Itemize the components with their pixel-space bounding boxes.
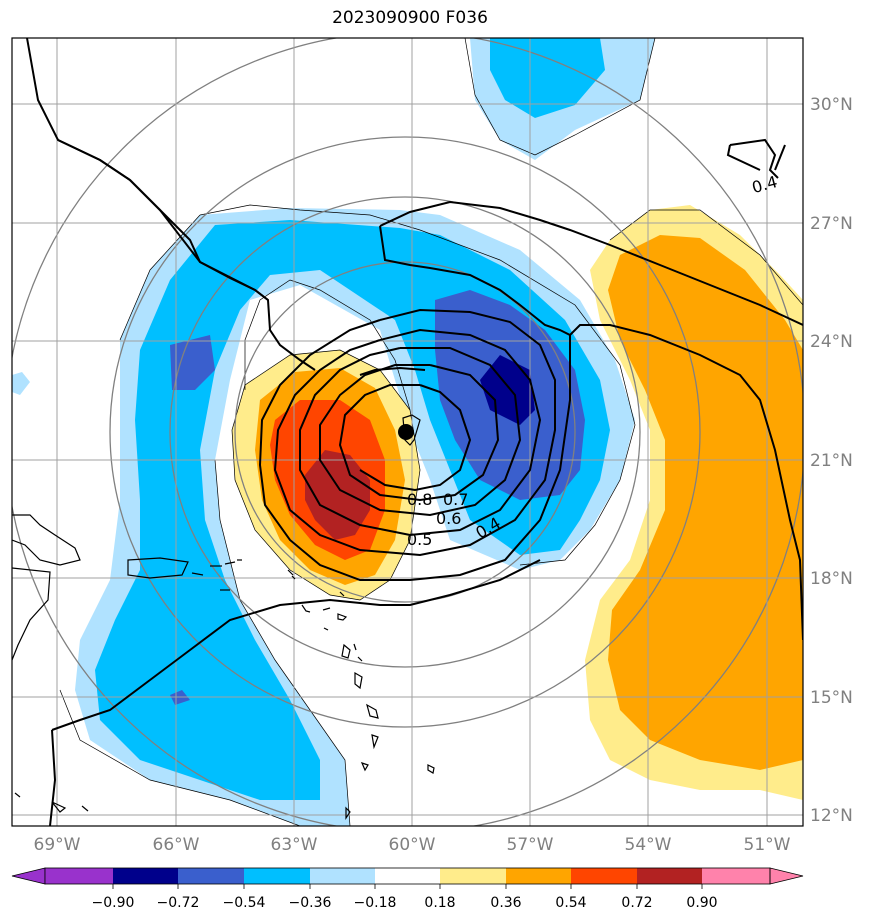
storm-center-marker — [398, 424, 414, 440]
contour-lines — [26, 38, 803, 826]
zero-contour — [59, 38, 803, 826]
map-frame — [11, 37, 804, 827]
colorbar: −0.90 −0.72 −0.54 −0.36 −0.18 0.18 0.36 … — [11, 867, 804, 911]
map-title: 2023090900 F036 — [332, 8, 488, 28]
colorbar-tick-label: 0.54 — [555, 895, 586, 911]
colorbar-tick-label: 0.90 — [686, 895, 717, 911]
lon-label: 66°W — [153, 835, 200, 855]
lon-label: 63°W — [271, 835, 318, 855]
shaded-field-negative — [12, 38, 655, 826]
contour-label: 0.8 — [407, 490, 432, 509]
colorbar-extend-low — [11, 867, 46, 885]
colorbar-swatch — [45, 868, 113, 884]
lat-label: 30°N — [810, 95, 853, 115]
lon-axis-labels: 69°W 66°W 63°W 60°W 57°W 54°W 51°W — [34, 835, 791, 855]
colorbar-tick-label: −0.54 — [223, 895, 266, 911]
colorbar-tick-label: −0.36 — [289, 895, 332, 911]
colorbar-tick-label: 0.72 — [621, 895, 652, 911]
contour-label: 0.4 — [750, 172, 780, 197]
lat-label: 27°N — [810, 214, 853, 234]
colorbar-swatch — [310, 868, 375, 884]
lon-label: 54°W — [625, 835, 672, 855]
colorbar-swatch — [702, 868, 770, 884]
colorbar-swatch — [244, 868, 310, 884]
colorbar-swatch — [113, 868, 178, 884]
colorbar-swatch — [375, 868, 440, 884]
lat-label: 12°N — [810, 806, 853, 826]
lat-label: 24°N — [810, 332, 853, 352]
colorbar-extend-high — [769, 867, 804, 885]
map-area — [12, 38, 803, 826]
colorbar-tick-label: −0.90 — [92, 895, 135, 911]
lon-label: 51°W — [744, 835, 791, 855]
colorbar-swatch — [178, 868, 244, 884]
colorbar-tick-label: 0.18 — [424, 895, 455, 911]
lat-axis-labels: 30°N 27°N 24°N 21°N 18°N 15°N 12°N — [810, 95, 853, 826]
colorbar-swatch — [506, 868, 571, 884]
colorbar-tick-label: −0.18 — [354, 895, 397, 911]
contour-label: 0.5 — [407, 530, 432, 549]
lon-label: 69°W — [34, 835, 81, 855]
distance-rings — [12, 38, 803, 826]
colorbar-swatch — [637, 868, 702, 884]
colorbar-tick-label: 0.36 — [490, 895, 521, 911]
lon-label: 57°W — [507, 835, 554, 855]
lon-label: 60°W — [389, 835, 436, 855]
coastlines — [12, 414, 435, 820]
contour-label: 0.7 — [443, 490, 468, 509]
lat-label: 21°N — [810, 451, 853, 471]
gridlines — [12, 38, 803, 826]
contour-label: 0.6 — [436, 509, 461, 528]
lat-label: 15°N — [810, 688, 853, 708]
colorbar-swatch — [571, 868, 637, 884]
colorbar-swatch — [440, 868, 506, 884]
lat-label: 18°N — [810, 569, 853, 589]
colorbar-tick-label: −0.72 — [157, 895, 200, 911]
shaded-field-positive — [232, 205, 803, 800]
